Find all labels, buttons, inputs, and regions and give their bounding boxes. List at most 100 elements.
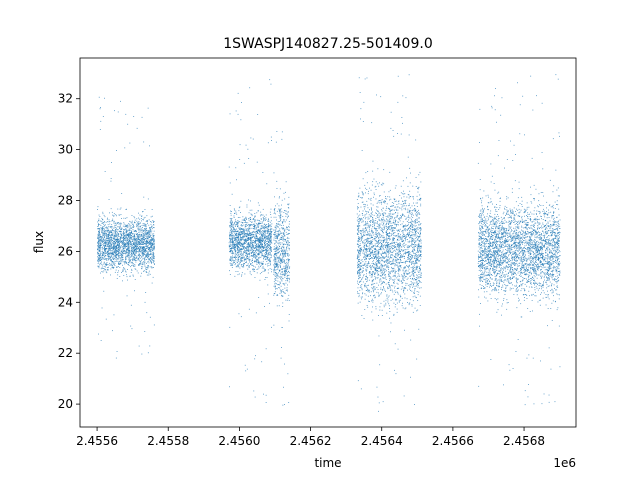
data-point	[110, 230, 112, 232]
data-point	[387, 301, 389, 303]
data-point	[116, 255, 118, 257]
data-point	[253, 233, 255, 235]
data-point	[123, 235, 125, 237]
data-point	[238, 242, 240, 244]
data-point	[105, 241, 107, 243]
data-point	[236, 243, 237, 245]
data-point	[239, 238, 241, 240]
data-point	[267, 258, 268, 259]
data-point	[404, 252, 405, 254]
data-point	[233, 228, 235, 230]
data-point	[110, 256, 112, 258]
data-point	[104, 239, 106, 241]
data-point	[153, 248, 155, 250]
data-point	[152, 244, 154, 246]
data-point	[381, 227, 383, 229]
data-point	[276, 248, 277, 249]
data-point	[254, 261, 256, 263]
data-point	[282, 278, 284, 279]
data-point	[286, 276, 288, 278]
data-point	[278, 234, 280, 236]
data-point	[244, 242, 245, 244]
data-point	[139, 214, 141, 216]
data-point	[126, 243, 128, 245]
data-point	[245, 235, 247, 237]
data-point	[239, 239, 241, 241]
data-point	[263, 246, 265, 248]
data-point	[237, 246, 239, 248]
data-point	[264, 234, 266, 235]
data-point	[139, 253, 141, 255]
data-point	[229, 182, 231, 184]
data-point	[148, 236, 150, 238]
data-point	[241, 219, 243, 221]
data-point	[113, 253, 114, 255]
data-point	[284, 273, 286, 275]
data-point	[128, 246, 130, 247]
data-point	[266, 183, 268, 185]
data-point	[129, 276, 131, 277]
data-point	[114, 255, 116, 256]
data-point	[140, 218, 142, 219]
data-point	[110, 263, 112, 265]
data-point	[116, 237, 118, 239]
data-point	[260, 241, 262, 243]
data-point	[234, 212, 235, 214]
data-point	[100, 225, 102, 226]
data-point	[288, 314, 290, 315]
data-point	[253, 228, 255, 230]
data-point	[265, 235, 267, 237]
data-point	[268, 223, 269, 224]
data-point	[364, 262, 366, 264]
data-point	[234, 229, 235, 230]
data-point	[245, 247, 246, 248]
data-point	[101, 228, 103, 230]
data-point	[131, 268, 133, 270]
data-point	[99, 254, 101, 256]
data-point	[233, 247, 235, 249]
data-point	[153, 252, 155, 254]
data-point	[104, 249, 106, 251]
data-point	[260, 249, 262, 251]
data-point	[267, 240, 269, 242]
data-point	[405, 271, 407, 273]
data-point	[103, 233, 105, 235]
data-point	[236, 245, 238, 247]
data-point	[279, 216, 281, 218]
data-point	[101, 271, 103, 272]
data-point	[257, 226, 259, 228]
data-point	[275, 266, 276, 268]
data-point	[148, 241, 150, 243]
data-point	[276, 295, 278, 296]
data-point	[139, 225, 141, 227]
data-point	[122, 241, 123, 243]
data-point	[128, 259, 130, 261]
data-point	[105, 224, 106, 226]
data-point	[102, 233, 103, 235]
data-point	[105, 251, 107, 253]
data-point	[270, 254, 272, 256]
data-point	[279, 238, 281, 240]
data-point	[359, 210, 360, 212]
data-point	[145, 226, 147, 228]
data-point	[147, 265, 149, 266]
data-point	[115, 254, 117, 255]
data-point	[99, 216, 101, 217]
data-point	[128, 255, 129, 256]
data-point	[122, 245, 124, 247]
data-point	[238, 254, 240, 255]
data-point	[278, 215, 280, 217]
data-point	[243, 162, 245, 164]
data-point	[259, 229, 261, 230]
data-point	[116, 247, 118, 249]
data-point	[103, 253, 105, 255]
data-point	[284, 284, 286, 286]
data-point	[280, 258, 282, 260]
data-point	[133, 246, 135, 248]
data-point	[402, 95, 404, 97]
data-point	[245, 258, 247, 260]
data-point	[267, 229, 269, 230]
data-point	[134, 259, 136, 261]
data-point	[275, 288, 276, 290]
data-point	[134, 252, 136, 254]
